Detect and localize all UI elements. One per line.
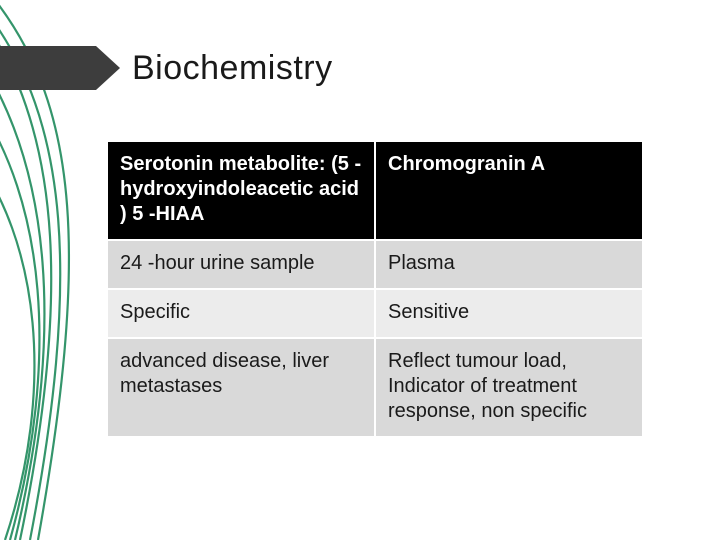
col-header-chromogranin: Chromogranin A (375, 141, 643, 240)
cell-sample-left: 24 -hour urine sample (107, 240, 375, 289)
cell-notes-right: Reflect tumour load, Indicator of treatm… (375, 338, 643, 437)
cell-notes-left: advanced disease, liver metastases (107, 338, 375, 437)
table-header-row: Serotonin metabolite: (5 -hydroxyindolea… (107, 141, 643, 240)
slide: Biochemistry Serotonin metabolite: (5 -h… (0, 0, 720, 540)
table-row: 24 -hour urine sample Plasma (107, 240, 643, 289)
table-row: advanced disease, liver metastases Refle… (107, 338, 643, 437)
page-title: Biochemistry (132, 49, 333, 88)
cell-specific-left: Specific (107, 289, 375, 338)
comparison-table: Serotonin metabolite: (5 -hydroxyindolea… (106, 140, 644, 438)
biochem-table: Serotonin metabolite: (5 -hydroxyindolea… (106, 140, 644, 438)
col-header-serotonin: Serotonin metabolite: (5 -hydroxyindolea… (107, 141, 375, 240)
chevron-icon (0, 46, 120, 90)
title-row: Biochemistry (0, 46, 333, 90)
cell-sample-right: Plasma (375, 240, 643, 289)
table-row: Specific Sensitive (107, 289, 643, 338)
cell-specific-right: Sensitive (375, 289, 643, 338)
